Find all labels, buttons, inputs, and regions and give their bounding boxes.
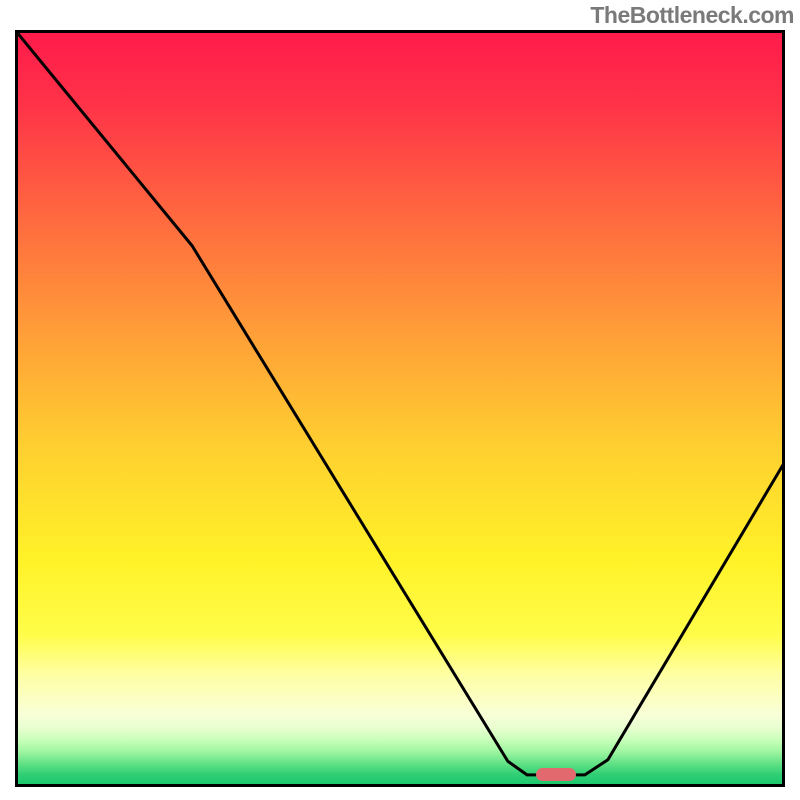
bottleneck-chart: TheBottleneck.com (0, 0, 800, 800)
bottleneck-curve (15, 30, 785, 787)
plot-area (15, 30, 785, 787)
watermark-text: TheBottleneck.com (590, 2, 794, 29)
optimal-marker (536, 768, 576, 781)
